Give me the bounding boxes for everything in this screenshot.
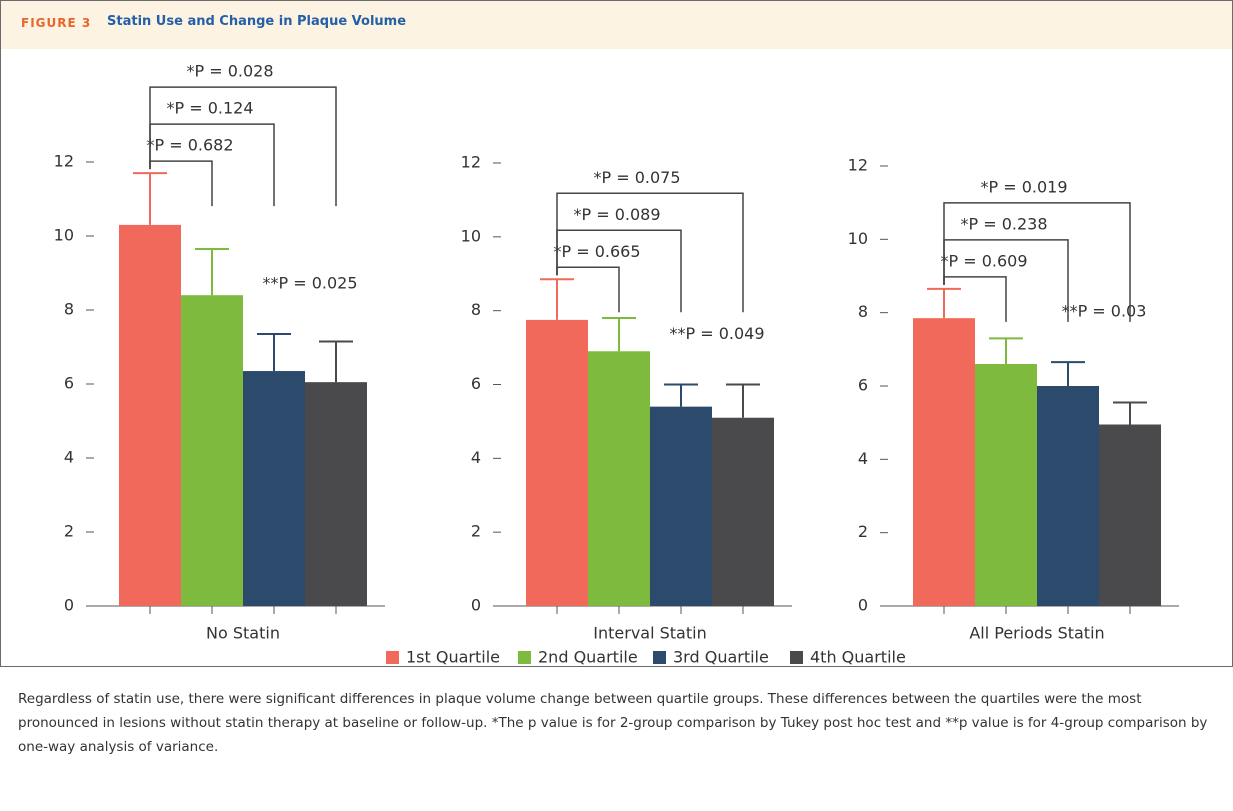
legend-swatch (386, 651, 399, 664)
error-bar (602, 317, 636, 352)
chart: 0 2 4 6 8 10 12 No Statin *P = 0.682 *P = 0.124 *P… (54, 62, 1179, 666)
error-bar (927, 287, 961, 319)
comparison-label: *P = 0.682 (146, 136, 233, 155)
comparison-bracket (943, 276, 1007, 322)
bar (913, 318, 975, 606)
bar (119, 224, 181, 606)
error-bar (989, 337, 1023, 364)
y-tick-label: 6 (471, 374, 481, 393)
legend-label: 2nd Quartile (538, 648, 638, 666)
error-bar (540, 278, 574, 320)
comparison-bracket (556, 192, 744, 313)
error-bar (664, 383, 698, 407)
comparison-label: *P = 0.124 (166, 99, 253, 118)
comparison-label: *P = 0.609 (940, 251, 1027, 270)
error-bar (133, 172, 167, 225)
y-tick-label: 0 (64, 596, 74, 615)
y-tick-label: 4 (858, 449, 868, 468)
y-tick-label: 2 (471, 522, 481, 541)
comparison-label: *P = 0.665 (553, 242, 640, 261)
x-tick-label: No Statin (206, 624, 280, 643)
comparison-label: *P = 0.238 (960, 214, 1047, 233)
error-bar (1113, 401, 1147, 425)
y-tick-label: 12 (848, 156, 868, 175)
y-tick-label: 8 (471, 300, 481, 319)
bar (305, 382, 367, 606)
comparison-label: *P = 0.028 (186, 62, 273, 81)
bar (526, 319, 588, 606)
figure: FIGURE 3 Statin Use and Change in Plaque… (0, 0, 1233, 667)
y-tick-label: 2 (64, 522, 74, 541)
anova-label: **P = 0.049 (669, 324, 764, 343)
comparison-label: *P = 0.075 (593, 168, 680, 187)
y-tick-label: 10 (461, 226, 481, 245)
legend-label: 3rd Quartile (673, 648, 769, 666)
legend-swatch (653, 651, 666, 664)
anova-label: **P = 0.03 (1062, 302, 1147, 321)
x-tick-label: All Periods Statin (969, 624, 1104, 643)
legend-swatch (790, 651, 803, 664)
bar (975, 364, 1037, 606)
figure-label: FIGURE 3 (21, 16, 92, 30)
legend-swatch (518, 651, 531, 664)
y-tick-label: 0 (471, 596, 481, 615)
y-tick-label: 12 (54, 152, 74, 171)
figure-header: FIGURE 3 Statin Use and Change in Plaque… (1, 1, 1232, 49)
error-bar (1051, 361, 1085, 386)
comparison-label: *P = 0.019 (980, 177, 1067, 196)
legend-label: 4th Quartile (810, 648, 906, 666)
error-bar (195, 247, 229, 296)
comparison-bracket (943, 202, 1131, 322)
bar (588, 351, 650, 606)
y-tick-label: 6 (64, 374, 74, 393)
anova-label: **P = 0.025 (262, 274, 357, 293)
bar (181, 295, 243, 606)
y-tick-label: 10 (848, 229, 868, 248)
legend-label: 1st Quartile (406, 648, 500, 666)
error-bar (726, 383, 760, 418)
comparison-bracket (149, 86, 337, 207)
y-tick-label: 0 (858, 596, 868, 615)
bar (650, 406, 712, 606)
error-bar (319, 340, 353, 383)
bar (712, 417, 774, 606)
y-tick-label: 4 (64, 448, 74, 467)
y-tick-label: 4 (471, 448, 481, 467)
y-tick-label: 10 (54, 226, 74, 245)
bar (1037, 386, 1099, 606)
bar (1099, 424, 1161, 606)
comparison-bracket (149, 160, 213, 207)
bar (243, 371, 305, 606)
y-tick-label: 6 (858, 376, 868, 395)
error-bar (257, 333, 291, 372)
y-tick-label: 8 (64, 300, 74, 319)
figure-title: Statin Use and Change in Plaque Volume (107, 14, 407, 29)
comparison-label: *P = 0.089 (573, 205, 660, 224)
comparison-bracket (556, 266, 620, 313)
y-tick-label: 2 (858, 522, 868, 541)
x-tick-label: Interval Statin (593, 624, 706, 643)
caption: Regardless of statin use, there were sig… (18, 691, 1208, 755)
y-tick-label: 12 (461, 153, 481, 172)
y-tick-label: 8 (858, 302, 868, 321)
